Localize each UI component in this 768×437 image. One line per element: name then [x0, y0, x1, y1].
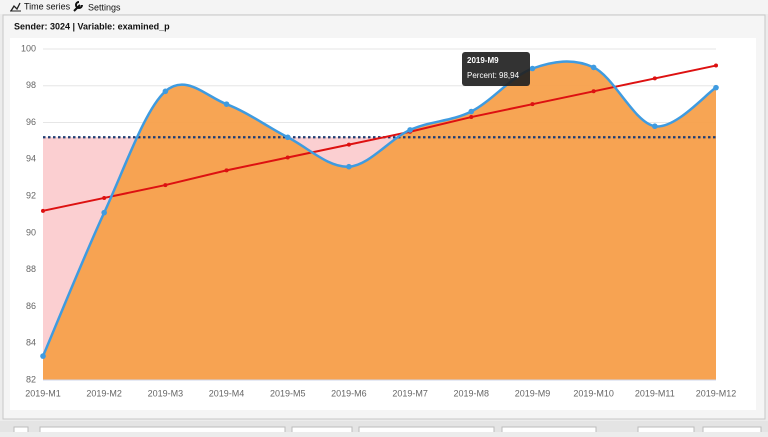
series-point	[162, 88, 169, 95]
toolbar-field[interactable]	[39, 426, 286, 437]
tooltip-text: Percent: 98,94	[467, 71, 520, 80]
x-tick-label: 2019-M1	[25, 388, 61, 398]
series-point	[284, 134, 291, 141]
trend-point	[224, 168, 229, 173]
toolbar-button[interactable]	[291, 426, 353, 437]
panel-header: Sender: 3024 | Variable: examined_p	[14, 21, 170, 31]
toolbar-button[interactable]	[13, 426, 29, 437]
x-tick-label: 2019-M7	[392, 388, 428, 398]
y-tick-label: 84	[26, 338, 36, 348]
series-point	[590, 64, 597, 71]
trend-point	[652, 76, 657, 81]
trend-line	[42, 64, 717, 212]
y-tick-label: 88	[26, 264, 36, 274]
y-tick-label: 86	[26, 301, 36, 311]
y-tick-label: 96	[26, 117, 36, 127]
trend-point	[530, 102, 535, 107]
y-tick-label: 82	[26, 374, 36, 384]
series-point	[407, 127, 413, 133]
tooltip-title: 2019-M9	[467, 56, 499, 65]
y-tick-label: 90	[26, 227, 36, 237]
chart: 82 84 86 88 90 92 94 96 98 100 2019-M1 2019-M2 2019-…	[21, 43, 736, 398]
trend-point	[714, 63, 718, 68]
x-tick-label: 2019-M11	[635, 388, 675, 398]
series-point	[101, 209, 107, 216]
trend-point	[285, 155, 290, 160]
trend-point	[41, 208, 45, 213]
toolbar-field[interactable]	[358, 426, 495, 437]
trend-point	[469, 115, 474, 120]
series-line	[41, 60, 717, 357]
trend-point	[163, 183, 168, 188]
series-point	[713, 84, 719, 91]
trend-point	[346, 142, 351, 147]
trend-point	[591, 89, 596, 94]
x-tick-label: 2019-M12	[696, 388, 737, 398]
tooltip-box	[462, 52, 530, 86]
tab-icon	[73, 1, 83, 12]
series-area	[43, 61, 716, 380]
series-point	[652, 123, 658, 130]
series-point	[40, 353, 46, 359]
x-tick-label: 2019-M5	[270, 388, 306, 398]
series-point	[529, 65, 536, 72]
y-tick-label: 92	[26, 190, 36, 200]
tooltip: 2019-M9 Percent: 98,94	[462, 52, 530, 86]
toolbar-button[interactable]	[501, 426, 597, 437]
x-tick-label: 2019-M6	[331, 388, 367, 398]
x-tick-label: 2019-M10	[573, 388, 614, 398]
tab-time-series[interactable]: Time series	[10, 1, 71, 12]
tab-icon	[10, 2, 21, 12]
series-point	[223, 101, 230, 107]
y-tick-label: 100	[21, 43, 36, 53]
tab-settings[interactable]: Settings	[73, 1, 121, 12]
tab-bar	[0, 0, 768, 14]
trend-point	[102, 195, 107, 200]
y-tick-label: 98	[26, 80, 36, 90]
series-point	[468, 108, 475, 115]
toolbar-button[interactable]	[702, 426, 762, 437]
tab-label[interactable]: Time series	[24, 1, 71, 11]
x-tick-label: 2019-M9	[515, 388, 551, 398]
tab-label[interactable]: Settings	[88, 2, 121, 12]
y-tick-label: 94	[26, 154, 36, 164]
x-tick-label: 2019-M2	[86, 388, 122, 398]
x-tick-label: 2019-M4	[209, 388, 245, 398]
series-point	[346, 163, 352, 170]
toolbar-button[interactable]	[637, 426, 695, 437]
x-tick-label: 2019-M3	[148, 388, 184, 398]
x-tick-label: 2019-M8	[454, 388, 490, 398]
